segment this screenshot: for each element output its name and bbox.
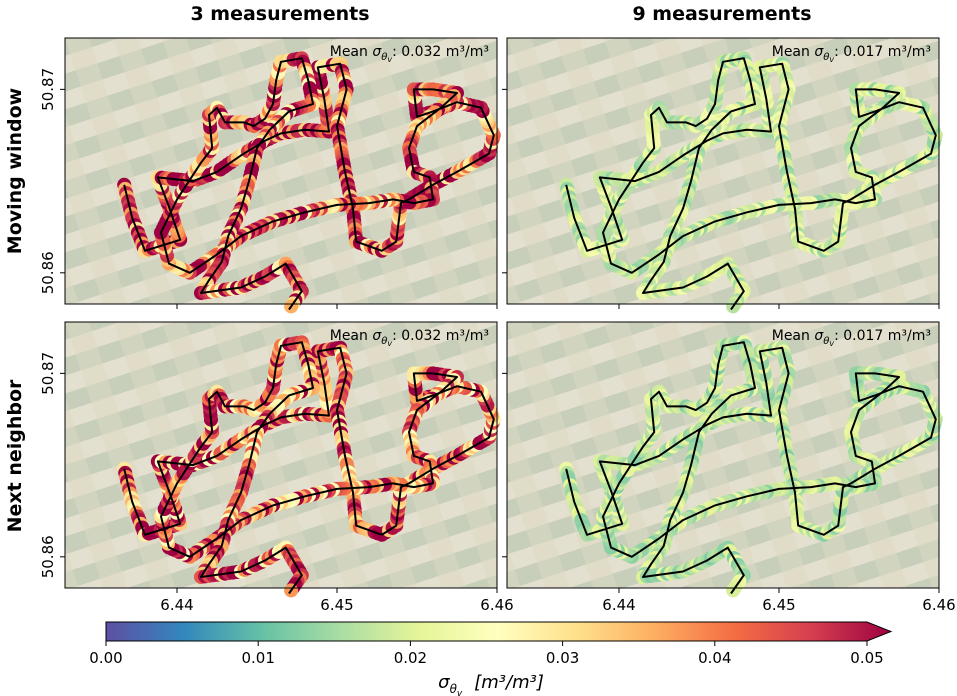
axes-frame xyxy=(506,37,940,305)
x-tick-label: 6.44 xyxy=(602,596,635,614)
x-tick-label: 6.45 xyxy=(320,596,353,614)
colorbar-tick-label: 0.01 xyxy=(241,649,274,667)
x-tick-label: 6.44 xyxy=(160,596,193,614)
colorbar-tick-label: 0.05 xyxy=(850,649,883,667)
route-line xyxy=(565,341,937,595)
mean-sigma-annotation: Mean σθv: 0.032 m³/m³ xyxy=(330,44,489,64)
colorbar-body xyxy=(105,621,893,642)
panel-next-neighbor-9-measurements: 6.44 6.45 6.46 Mean σθv: 0.017 m³/m³ xyxy=(502,321,956,614)
y-tick-label: 50.87 xyxy=(39,68,57,111)
colorbar-tick-label: 0.04 xyxy=(698,649,731,667)
axes-frame xyxy=(64,37,498,305)
panel-moving-window-3-measurements: 50.86 50.87 Mean σθv: 0.032 m³/m³ xyxy=(39,37,501,314)
colorbar: 0.00 0.01 0.02 0.03 0.04 0.05 σθv[m³/m³] xyxy=(89,621,893,696)
row-title-moving-window: Moving window xyxy=(4,88,26,254)
colorbar-label: σθv[m³/m³] xyxy=(438,672,544,696)
colorbar-tick-label: 0.00 xyxy=(89,649,122,667)
route-line xyxy=(565,57,937,311)
axes-frame xyxy=(64,321,498,589)
column-title-9-measurements: 9 measurements xyxy=(632,3,811,25)
axes-frame xyxy=(506,321,940,589)
colorbar-ticks: 0.00 0.01 0.02 0.03 0.04 0.05 xyxy=(89,641,884,667)
x-tick-label: 6.45 xyxy=(762,596,795,614)
y-tick-label: 50.86 xyxy=(39,535,57,578)
mean-sigma-annotation: Mean σθv: 0.017 m³/m³ xyxy=(772,328,931,348)
row-title-next-neighbor: Next neighbor xyxy=(4,379,26,532)
route-line xyxy=(123,341,495,595)
x-tick-label: 6.46 xyxy=(480,596,513,614)
x-tick-label: 6.46 xyxy=(922,596,955,614)
colorbar-tick-label: 0.03 xyxy=(546,649,579,667)
y-tick-label: 50.86 xyxy=(39,251,57,294)
panel-next-neighbor-3-measurements: 6.44 6.45 6.46 50.86 50.87 Mean σθv: 0.032 m³… xyxy=(39,321,514,614)
panel-moving-window-9-measurements: Mean σθv: 0.017 m³/m³ xyxy=(502,37,943,314)
mean-sigma-annotation: Mean σθv: 0.032 m³/m³ xyxy=(330,328,489,348)
mean-sigma-annotation: Mean σθv: 0.017 m³/m³ xyxy=(772,44,931,64)
column-title-3-measurements: 3 measurements xyxy=(190,3,369,25)
y-tick-label: 50.87 xyxy=(39,352,57,395)
route-line xyxy=(123,57,495,311)
colorbar-tick-label: 0.02 xyxy=(394,649,427,667)
